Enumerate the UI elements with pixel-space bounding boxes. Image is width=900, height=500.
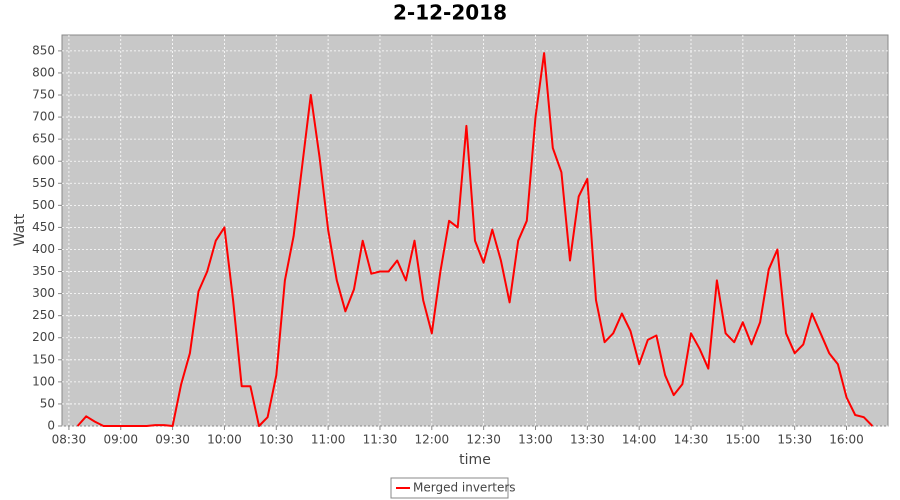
- x-tick-label: 13:30: [570, 433, 605, 447]
- x-tick-label: 12:30: [466, 433, 501, 447]
- x-tick-label: 11:30: [363, 433, 398, 447]
- x-tick-label: 12:00: [415, 433, 450, 447]
- y-tick-label: 300: [32, 286, 55, 300]
- x-tick-label: 08:30: [52, 433, 87, 447]
- legend: [390, 477, 509, 499]
- x-tick-label: 09:00: [103, 433, 138, 447]
- y-tick-label: 50: [40, 396, 55, 410]
- x-tick-label: 16:00: [829, 433, 864, 447]
- x-tick-label: 09:30: [155, 433, 190, 447]
- y-tick-label: 150: [32, 352, 55, 366]
- x-tick-label: 10:30: [259, 433, 294, 447]
- y-tick-label: 400: [32, 242, 55, 256]
- y-tick-label: 200: [32, 330, 55, 344]
- y-tick-label: 500: [32, 198, 55, 212]
- x-tick-label: 13:00: [518, 433, 553, 447]
- x-tick-label: 10:00: [207, 433, 242, 447]
- y-tick-label: 750: [32, 88, 55, 102]
- y-tick-label: 600: [32, 154, 55, 168]
- y-tick-label: 450: [32, 220, 55, 234]
- y-tick-label: 350: [32, 264, 55, 278]
- x-tick-label: 14:00: [622, 433, 657, 447]
- x-tick-label: 15:00: [726, 433, 761, 447]
- legend-label: Merged inverters: [413, 481, 516, 495]
- y-tick-label: 800: [32, 65, 55, 79]
- x-tick-label: 15:30: [777, 433, 812, 447]
- x-tick-label: 11:00: [311, 433, 346, 447]
- x-tick-label: 14:30: [674, 433, 709, 447]
- y-tick-label: 850: [32, 43, 55, 57]
- y-tick-label: 0: [47, 419, 55, 433]
- y-tick-label: 100: [32, 374, 55, 388]
- x-axis-label: time: [459, 452, 491, 468]
- y-tick-label: 250: [32, 308, 55, 322]
- y-tick-label: 550: [32, 176, 55, 190]
- y-axis-label: Watt: [12, 213, 28, 246]
- data-line: [76, 52, 874, 427]
- y-tick-label: 700: [32, 110, 55, 124]
- y-tick-label: 650: [32, 132, 55, 146]
- chart-title: 2-12-2018: [393, 1, 507, 25]
